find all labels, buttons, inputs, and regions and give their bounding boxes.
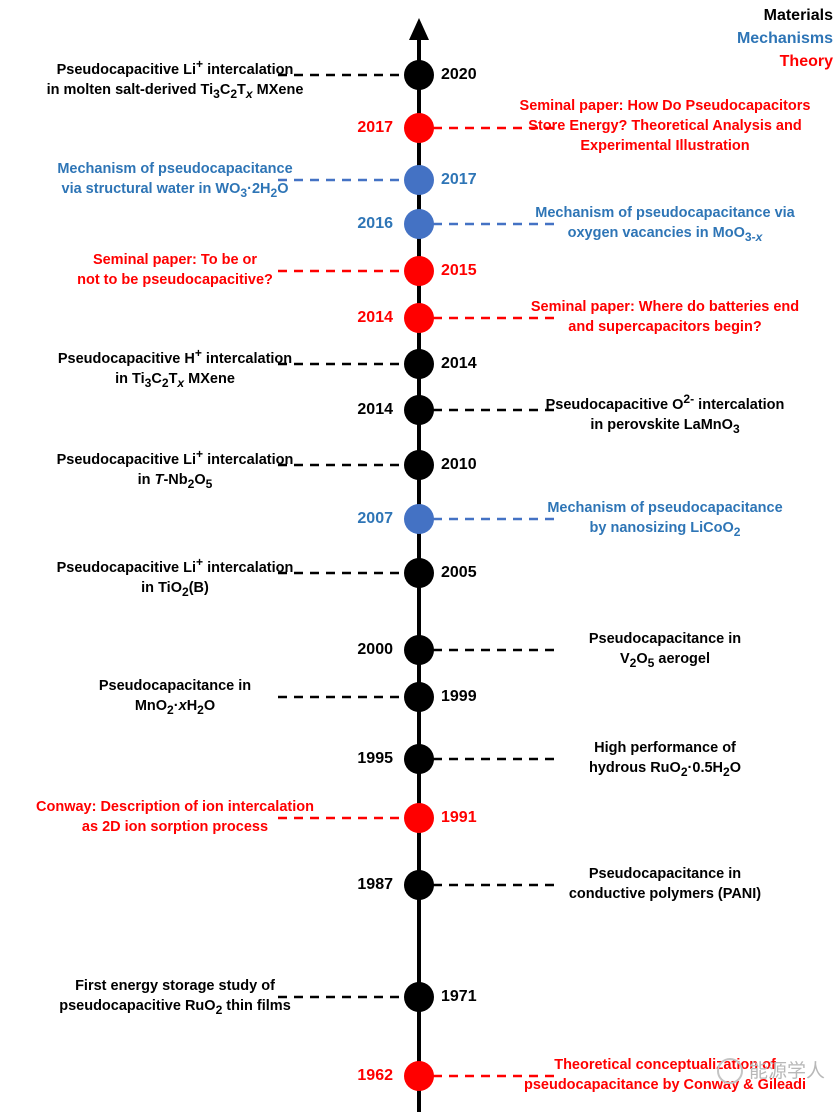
event-year: 1999 — [441, 688, 477, 705]
event-description: Seminal paper: Where do batteries end and… — [515, 297, 815, 337]
event-year: 2000 — [357, 641, 393, 658]
description-line: and supercapacitors begin? — [568, 319, 762, 335]
event-year: 1995 — [357, 750, 393, 767]
description-line: Pseudocapacitance in — [588, 631, 742, 647]
description-line: in T-Nb2O5 — [137, 471, 213, 491]
description-line: in perovskite LaMnO3 — [590, 416, 740, 436]
event-dot — [404, 682, 434, 712]
description-line: pseudocapacitive RuO2 thin films — [59, 998, 291, 1017]
description-line: Seminal paper: To be or — [92, 252, 258, 268]
event-dot — [404, 744, 434, 774]
description-line: Mechanism of pseudocapacitance — [57, 161, 293, 177]
event-year: 1987 — [357, 876, 393, 893]
event-dot — [404, 1061, 434, 1091]
description-line: not to be pseudocapacitive? — [77, 272, 273, 288]
event-year: 2005 — [441, 564, 477, 581]
description-line: Pseudocapacitance in — [588, 866, 742, 882]
event-dot — [404, 450, 434, 480]
event-dot — [404, 303, 434, 333]
event-year: 2010 — [441, 456, 477, 473]
axis-arrow-head — [409, 18, 429, 40]
event-dot — [404, 113, 434, 143]
event-description: Pseudocapacitance in V2O5 aerogel — [515, 629, 815, 673]
event-dot — [404, 395, 434, 425]
description-line: Pseudocapacitive Li+ intercalation — [56, 57, 294, 78]
event-dot — [404, 165, 434, 195]
event-year: 2016 — [357, 215, 393, 232]
description-line: as 2D ion sorption process — [81, 819, 269, 835]
legend-mechanisms: Mechanisms — [736, 30, 833, 47]
event-description: Pseudocapacitive Li+ intercalation in mol… — [25, 54, 325, 104]
description-line: via structural water in WO3·2H2O — [61, 181, 289, 200]
description-line: in Ti3C2Tx MXene — [115, 370, 235, 390]
event-description: Mechanism of pseudocapacitance via struct… — [25, 159, 325, 203]
description-line: in TiO2(B) — [141, 579, 209, 599]
event-description: Pseudocapacitive O2- intercalation in per… — [515, 389, 815, 439]
event-description: Pseudocapacitive H+ intercalation in Ti3C… — [25, 343, 325, 393]
description-line: Pseudocapacitive O2- intercalation — [545, 392, 785, 413]
event-year: 2015 — [441, 262, 477, 279]
watermark-text: 能源学人 — [748, 1059, 825, 1082]
event-dot — [404, 558, 434, 588]
category-legend: Materials Mechanisms Theory — [737, 4, 833, 73]
description-line: hydrous RuO2·0.5H2O — [588, 760, 742, 779]
description-line: conductive polymers (PANI) — [568, 886, 762, 902]
description-line: Conway: Description of ion intercalation — [36, 799, 314, 815]
event-dot — [404, 870, 434, 900]
event-dot — [404, 504, 434, 534]
description-line: by nanosizing LiCoO2 — [589, 520, 741, 539]
description-line: oxygen vacancies in MoO3-x — [567, 225, 763, 244]
event-year: 2007 — [357, 510, 393, 527]
event-dot — [404, 256, 434, 286]
event-year: 1971 — [441, 988, 477, 1005]
description-line: Store Energy? Theoretical Analysis and — [528, 118, 802, 134]
description-line: Seminal paper: How Do Pseudocapacitors — [519, 98, 811, 114]
event-description: Pseudocapacitive Li+ intercalation in TiO… — [25, 552, 325, 602]
legend-materials: Materials — [763, 7, 833, 24]
event-description: Conway: Description of ion intercalation… — [25, 797, 325, 837]
description-line: MnO2·xH2O — [134, 698, 216, 717]
event-description: Pseudocapacitive Li+ intercalation in T-N… — [25, 444, 325, 494]
wechat-icon — [716, 1058, 743, 1084]
watermark: 能源学人 — [716, 1056, 825, 1084]
description-line: First energy storage study of — [75, 978, 275, 994]
description-line: Pseudocapacitive Li+ intercalation — [56, 555, 294, 576]
legend-theory: Theory — [779, 53, 833, 70]
event-description: Pseudocapacitance in MnO2·xH2O — [25, 676, 325, 720]
event-dot — [404, 635, 434, 665]
event-description: Mechanism of pseudocapacitance via oxygen… — [515, 203, 815, 247]
event-dot — [404, 209, 434, 239]
event-year: 1962 — [357, 1067, 393, 1084]
event-year: 2017 — [441, 171, 477, 188]
event-description: Seminal paper: To be or not to be pseudoc… — [25, 250, 325, 290]
description-line: in molten salt-derived Ti3C2Tx MXene — [46, 81, 304, 101]
event-description: Mechanism of pseudocapacitance by nanosiz… — [515, 498, 815, 542]
description-line: Mechanism of pseudocapacitance via — [535, 205, 795, 221]
event-description: High performance of hydrous RuO2·0.5H2O — [515, 738, 815, 782]
event-year: 2017 — [357, 119, 393, 136]
description-line: High performance of — [594, 740, 736, 756]
event-dot — [404, 60, 434, 90]
event-year: 2020 — [441, 66, 477, 83]
description-line: Experimental Illustration — [580, 138, 750, 154]
event-description: Seminal paper: How Do Pseudocapacitors St… — [515, 96, 815, 156]
event-year: 2014 — [357, 401, 393, 418]
description-line: V2O5 aerogel — [620, 651, 710, 670]
description-line: Pseudocapacitive H+ intercalation — [57, 346, 293, 367]
event-description: Pseudocapacitance in conductive polymers … — [515, 864, 815, 904]
event-dot — [404, 349, 434, 379]
event-year: 1991 — [441, 809, 477, 826]
description-line: Pseudocapacitance in — [98, 678, 252, 694]
event-dot — [404, 803, 434, 833]
description-line: Mechanism of pseudocapacitance — [547, 500, 783, 516]
event-year: 2014 — [441, 355, 477, 372]
event-description: First energy storage study of pseudocapac… — [25, 976, 325, 1020]
event-year: 2014 — [357, 309, 393, 326]
event-dot — [404, 982, 434, 1012]
description-line: Seminal paper: Where do batteries end — [530, 299, 800, 315]
description-line: Pseudocapacitive Li+ intercalation — [56, 447, 294, 468]
